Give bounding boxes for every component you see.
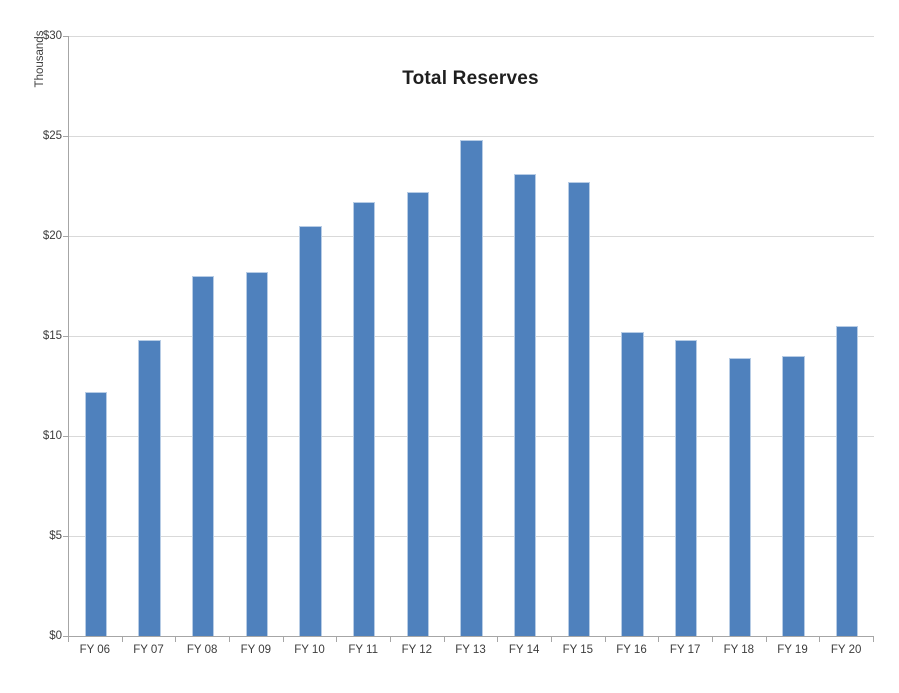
- x-tick-mark: [551, 637, 552, 642]
- x-axis-label: FY 12: [401, 644, 433, 656]
- x-tick-mark: [873, 637, 874, 642]
- bar-fy-10: [299, 226, 322, 636]
- bar-fy-17: [674, 340, 698, 636]
- x-axis-label: FY 17: [669, 644, 701, 656]
- bar-fy-14: [513, 174, 537, 636]
- y-tick-label: $5: [49, 530, 62, 542]
- y-tick-mark: [63, 536, 68, 537]
- x-axis-label: FY 07: [133, 644, 164, 656]
- x-tick-mark: [443, 637, 445, 642]
- y-tick-mark: [63, 136, 68, 137]
- y-tick-mark: [63, 236, 68, 237]
- x-axis-label: FY 14: [508, 644, 540, 656]
- bar-fy-16: [621, 332, 644, 636]
- y-tick-label: $25: [42, 130, 62, 142]
- x-axis-label: FY 06: [79, 644, 111, 656]
- x-tick-mark: [229, 637, 230, 642]
- x-axis-label: FY 11: [348, 644, 378, 656]
- bar-fy-18: [728, 358, 752, 636]
- bar-fy-08: [191, 276, 215, 636]
- y-tick-label: $30: [42, 30, 62, 42]
- x-axis-label: FY 16: [616, 644, 647, 656]
- y-tick-label: $15: [42, 330, 62, 342]
- x-tick-mark: [712, 637, 713, 642]
- bar-fy-06: [84, 392, 108, 636]
- x-tick-mark: [175, 637, 177, 642]
- x-tick-mark: [336, 637, 338, 642]
- x-axis-label: FY 19: [777, 644, 808, 656]
- y-axis-title: Thousands: [34, 30, 46, 88]
- bar-fy-19: [782, 356, 805, 636]
- y-tick-label: $20: [42, 230, 62, 242]
- y-tick-mark: [63, 636, 68, 637]
- y-tick-mark: [63, 336, 68, 337]
- bar-fy-13: [460, 140, 483, 636]
- plot-area: [68, 35, 874, 637]
- x-axis-label: FY 13: [455, 644, 486, 656]
- x-axis-label: FY 08: [186, 644, 218, 656]
- x-tick-mark: [819, 637, 821, 642]
- x-tick-mark: [282, 637, 284, 642]
- x-axis-label: FY 18: [723, 644, 755, 656]
- x-axis-label: FY 09: [240, 644, 272, 656]
- gridline: [69, 135, 874, 137]
- x-tick-mark: [658, 637, 660, 642]
- x-tick-mark: [68, 637, 69, 642]
- bar-fy-20: [835, 326, 859, 636]
- y-tick-label: $10: [42, 430, 62, 442]
- x-tick-mark: [604, 637, 606, 642]
- y-tick-label: $0: [49, 630, 62, 642]
- bar-fy-07: [138, 340, 161, 636]
- x-tick-mark: [390, 637, 391, 642]
- y-tick-mark: [63, 36, 68, 37]
- x-tick-mark: [121, 637, 123, 642]
- x-tick-mark: [765, 637, 767, 642]
- gridline: [69, 35, 874, 37]
- x-axis-label: FY 15: [562, 644, 594, 656]
- x-axis-label: FY 10: [294, 644, 325, 656]
- bar-fy-09: [245, 272, 269, 636]
- chart-title: Total Reserves: [402, 68, 539, 89]
- bar-fy-12: [406, 192, 430, 636]
- bar-fy-11: [352, 202, 376, 636]
- bar-fy-15: [567, 182, 591, 636]
- x-axis-label: FY 20: [830, 644, 862, 656]
- x-tick-mark: [497, 637, 499, 642]
- y-tick-mark: [63, 436, 68, 437]
